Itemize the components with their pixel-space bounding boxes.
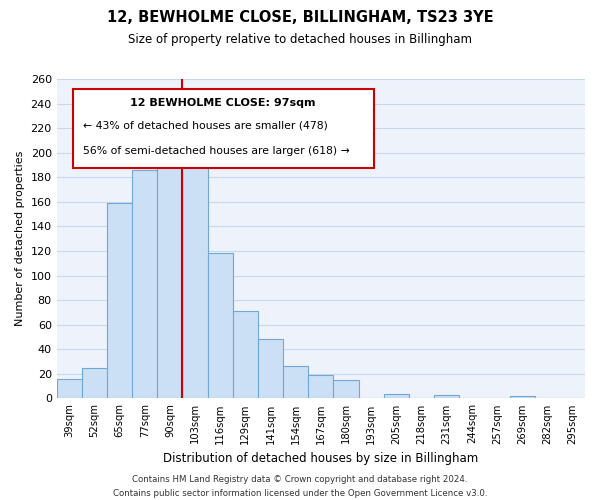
Bar [283,366,308,398]
Text: ← 43% of detached houses are smaller (478): ← 43% of detached houses are smaller (47… [83,120,328,130]
Bar [157,140,182,398]
X-axis label: Distribution of detached houses by size in Billingham: Distribution of detached houses by size … [163,452,478,465]
Bar [258,340,283,398]
Bar [56,379,82,398]
Text: 12 BEWHOLME CLOSE: 97sqm: 12 BEWHOLME CLOSE: 97sqm [130,98,316,108]
Bar [308,375,334,398]
Bar [334,380,359,398]
Bar [509,396,535,398]
Bar [82,368,107,398]
Bar [208,254,233,398]
FancyBboxPatch shape [73,88,374,168]
Bar [182,134,208,398]
Bar [132,170,157,398]
Bar [107,203,132,398]
Text: Contains HM Land Registry data © Crown copyright and database right 2024.
Contai: Contains HM Land Registry data © Crown c… [113,476,487,498]
Text: 12, BEWHOLME CLOSE, BILLINGHAM, TS23 3YE: 12, BEWHOLME CLOSE, BILLINGHAM, TS23 3YE [107,10,493,25]
Text: 56% of semi-detached houses are larger (618) →: 56% of semi-detached houses are larger (… [83,146,350,156]
Y-axis label: Number of detached properties: Number of detached properties [15,151,25,326]
Bar [233,311,258,398]
Text: Size of property relative to detached houses in Billingham: Size of property relative to detached ho… [128,32,472,46]
Bar [434,394,459,398]
Bar [384,394,409,398]
